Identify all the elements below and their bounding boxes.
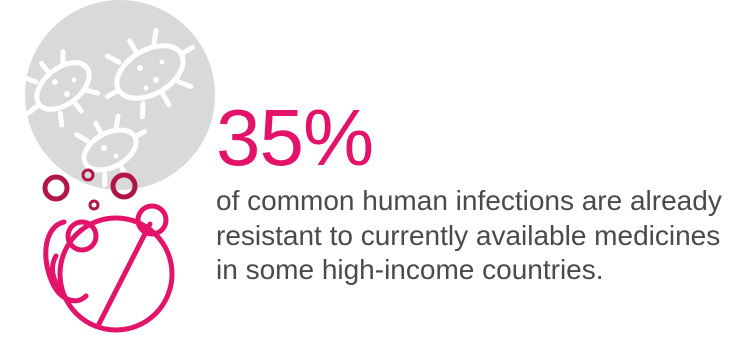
stat-value: 35% <box>216 93 374 182</box>
illustration <box>0 0 240 339</box>
bubble-large-left <box>42 174 70 202</box>
bubble-small-bottom <box>88 199 100 211</box>
bubble-small-top <box>81 168 95 182</box>
bubble-large-right <box>110 172 138 200</box>
bubbles-icon <box>42 168 138 211</box>
stat-block: 35% of common human infections are alrea… <box>216 98 731 288</box>
pill-capsule-icon <box>43 203 175 333</box>
bacteria-icon <box>22 27 195 188</box>
stat-description: of common human infections are already r… <box>216 185 722 285</box>
bacteria-illustration <box>22 0 215 333</box>
